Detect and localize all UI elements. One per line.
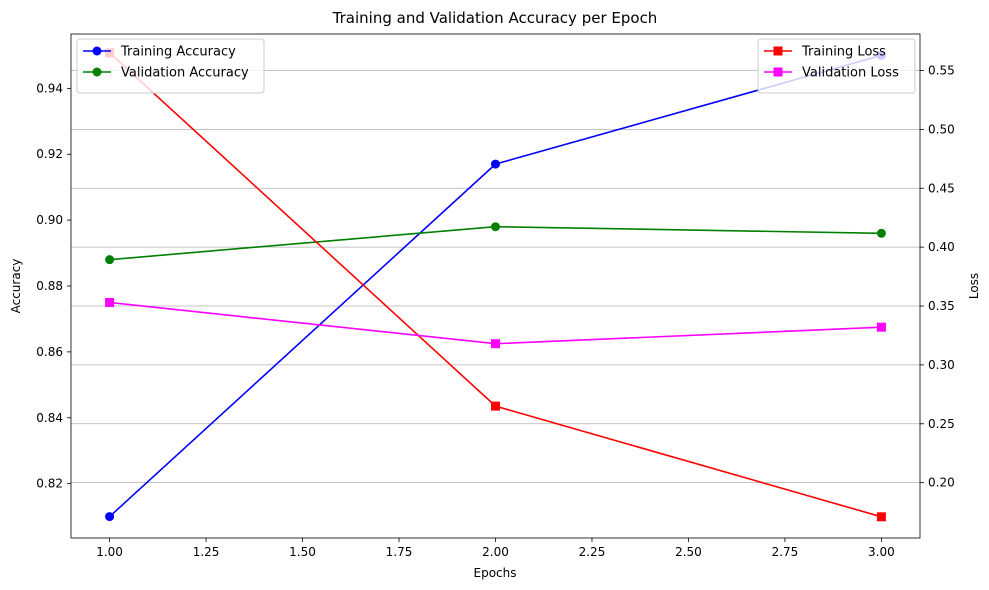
series-line-validation-accuracy xyxy=(109,225,882,261)
legend-swatch-marker-training-loss xyxy=(773,46,783,56)
y-right-tick-label-1: 0.25 xyxy=(928,417,955,431)
legend-label-validation-accuracy: Validation Accuracy xyxy=(121,66,249,81)
y-axis-left-title: Accuracy xyxy=(9,259,23,314)
plot-frame xyxy=(70,33,921,539)
y-right-tick-label-3: 0.35 xyxy=(928,299,955,313)
point-training-loss-1 xyxy=(491,401,500,411)
x-tick-label-7: 2.75 xyxy=(772,545,799,559)
x-tick-label-6: 2.50 xyxy=(675,545,702,559)
y-right-tick-label-2: 0.30 xyxy=(928,358,955,372)
x-tick-label-4: 2.00 xyxy=(482,545,509,559)
y-right-tick-label-6: 0.50 xyxy=(928,122,955,136)
series-validation-accuracy xyxy=(105,222,886,265)
legend-accuracy: Training Accuracy Validation Accuracy xyxy=(76,38,265,94)
legend-label-training-accuracy: Training Accuracy xyxy=(120,45,236,60)
series-line-validation-loss xyxy=(109,301,882,345)
point-validation-accuracy-0 xyxy=(105,255,115,265)
legend-loss: Training Loss Validation Loss xyxy=(757,38,916,94)
point-validation-loss-0 xyxy=(105,297,115,307)
y-left-tick-label-1: 0.84 xyxy=(36,411,63,425)
point-training-loss-2 xyxy=(876,512,886,522)
y-right-tick-label-7: 0.55 xyxy=(928,64,955,78)
axes xyxy=(70,33,921,539)
y-axis-right-title: Loss xyxy=(967,273,981,299)
legend-box xyxy=(757,38,916,94)
chart-title: Training and Validation Accuracy per Epo… xyxy=(332,9,658,27)
y-right-tick-label-0: 0.20 xyxy=(928,476,955,490)
y-left-tick-label-2: 0.86 xyxy=(36,345,63,359)
x-tick-label-0: 1.00 xyxy=(96,545,123,559)
tick-labels: 1.00 1.25 1.50 1.75 2.00 2.25 2.50 2.75 3.00 0.82… xyxy=(36,64,954,559)
series-line-training-loss xyxy=(109,52,882,518)
point-validation-loss-2 xyxy=(876,322,886,332)
x-tick-label-5: 2.25 xyxy=(579,545,606,559)
legend-label-validation-loss: Validation Loss xyxy=(802,66,899,81)
legend-swatch-marker-validation-accuracy xyxy=(92,67,102,77)
legend-box xyxy=(76,38,265,94)
y-right-tick-label-4: 0.40 xyxy=(928,240,955,254)
y-left-tick-label-5: 0.92 xyxy=(36,147,63,161)
y-left-tick-label-6: 0.94 xyxy=(36,81,63,95)
legend-swatch-marker-validation-loss xyxy=(773,67,783,77)
legend-label-training-loss: Training Loss xyxy=(801,45,886,60)
series-validation-loss xyxy=(105,297,886,349)
series-training-loss xyxy=(105,48,886,522)
point-validation-accuracy-2 xyxy=(876,228,886,238)
point-training-accuracy-0 xyxy=(105,512,115,522)
x-tick-label-2: 1.50 xyxy=(289,545,316,559)
point-validation-accuracy-1 xyxy=(491,222,500,232)
x-axis-title: Epochs xyxy=(474,566,517,580)
y-left-tick-label-0: 0.82 xyxy=(36,477,63,491)
y-left-tick-label-3: 0.88 xyxy=(36,279,63,293)
point-validation-loss-1 xyxy=(491,339,500,349)
legend-swatch-marker-training-accuracy xyxy=(92,46,102,56)
grid-lines xyxy=(71,70,920,484)
point-training-accuracy-1 xyxy=(491,159,500,169)
y-right-tick-label-5: 0.45 xyxy=(928,181,955,195)
series-line-training-accuracy xyxy=(109,54,882,518)
x-tick-label-3: 1.75 xyxy=(386,545,413,559)
x-tick-label-1: 1.25 xyxy=(193,545,220,559)
x-tick-label-8: 3.00 xyxy=(868,545,895,559)
series-layer xyxy=(105,48,886,522)
y-left-tick-label-4: 0.90 xyxy=(36,213,63,227)
series-training-accuracy xyxy=(105,50,886,522)
